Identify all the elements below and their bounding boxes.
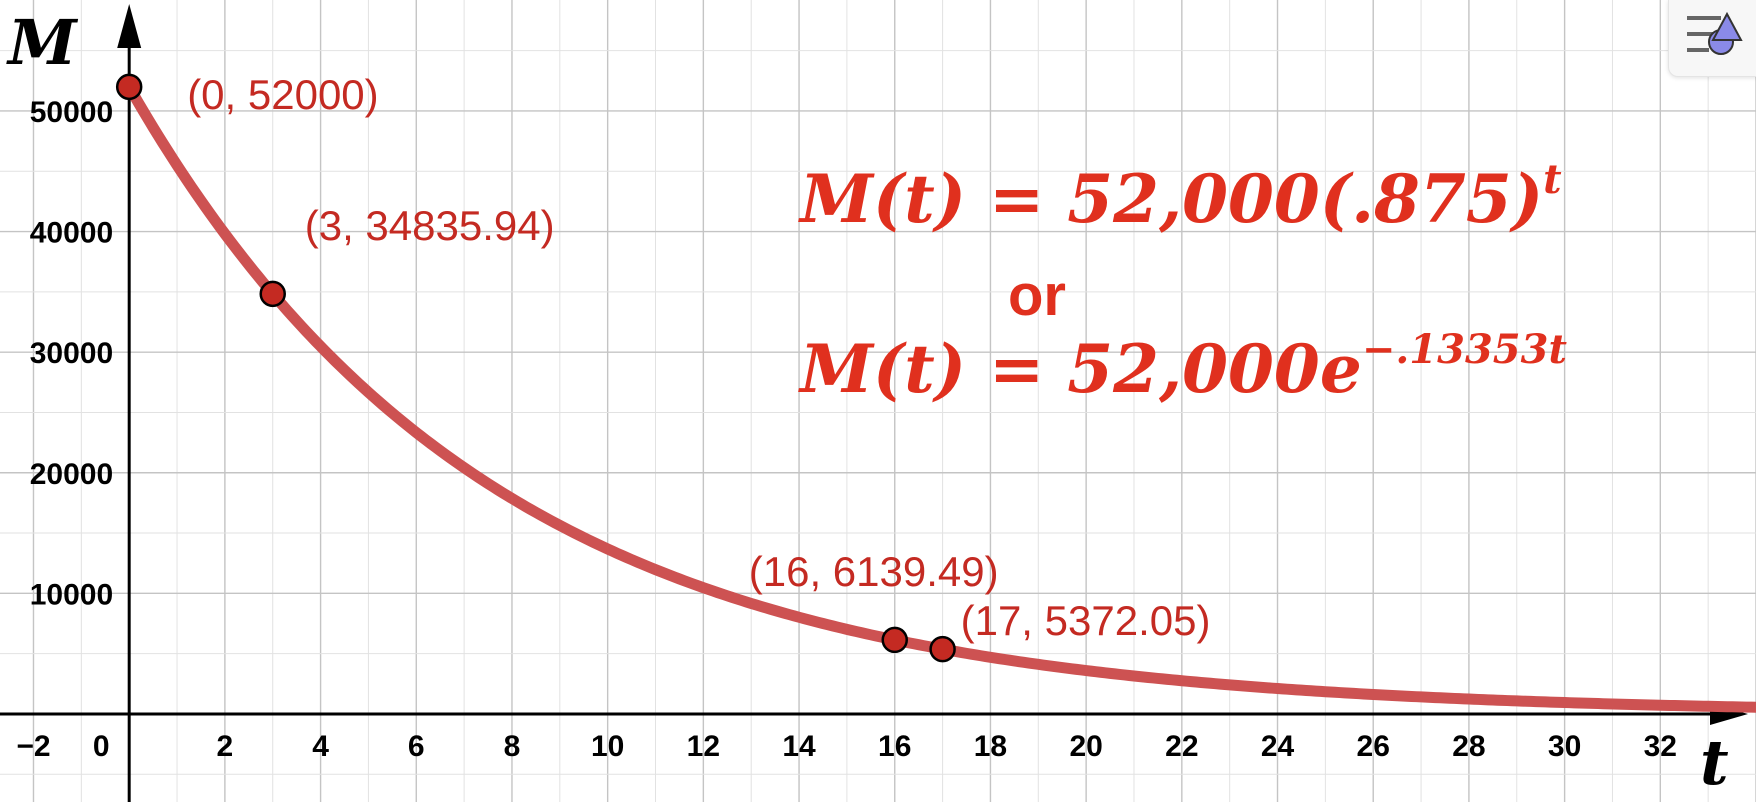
y-axis-arrow xyxy=(117,4,142,48)
data-point[interactable] xyxy=(115,73,143,101)
x-tick-label: −2 xyxy=(16,730,50,763)
x-tick-label: 24 xyxy=(1261,730,1295,763)
data-point[interactable] xyxy=(881,626,908,654)
style-bar-icon xyxy=(1687,11,1743,55)
x-tick-label: 12 xyxy=(687,730,720,763)
tick-labels: −2 0 2 4 6 8 10 12 14 16 18 20 22 24 26 28 30 32100002000… xyxy=(16,96,1677,763)
axes xyxy=(0,4,1748,802)
point-label: (0, 52000) xyxy=(187,71,378,118)
x-tick-label: 6 xyxy=(408,730,425,763)
x-tick-label: 26 xyxy=(1357,730,1390,763)
formula-connector: or xyxy=(1008,263,1066,328)
formula-1-exponent: t xyxy=(1543,156,1562,203)
x-tick-label: 32 xyxy=(1644,730,1677,763)
x-tick-label: 30 xyxy=(1548,730,1581,763)
data-point[interactable] xyxy=(259,280,286,308)
formula-continuous-form: M(t) = 52,000e−.13353t xyxy=(800,326,1567,408)
formula-2-text: M(t) = 52,000e xyxy=(800,330,1362,408)
x-tick-label: 0 xyxy=(93,730,110,763)
x-tick-label: 18 xyxy=(974,730,1007,763)
style-bar-toggle-button[interactable] xyxy=(1668,0,1756,77)
y-axis-label: M xyxy=(6,6,79,79)
x-tick-label: 4 xyxy=(312,730,329,763)
formula-2-exponent: −.13353t xyxy=(1361,326,1567,373)
formula-1-text: M(t) = 52,000(.875) xyxy=(800,160,1544,238)
x-tick-label: 10 xyxy=(591,730,624,763)
x-axis-label: t xyxy=(1700,726,1729,799)
point-label: (17, 5372.05) xyxy=(961,597,1211,644)
y-tick-label: 30000 xyxy=(30,337,113,370)
x-tick-label: 14 xyxy=(782,730,816,763)
x-tick-label: 8 xyxy=(504,730,521,763)
y-tick-label: 40000 xyxy=(30,217,113,250)
y-tick-label: 50000 xyxy=(30,96,113,129)
point-labels: (0, 52000) (3, 34835.94) (16, 6139.49)(17,… xyxy=(187,71,1210,644)
x-tick-label: 20 xyxy=(1069,730,1102,763)
data-points xyxy=(115,73,956,663)
data-point[interactable] xyxy=(929,635,956,663)
point-label: (16, 6139.49) xyxy=(749,548,999,595)
x-tick-label: 16 xyxy=(878,730,911,763)
y-tick-label: 10000 xyxy=(30,578,113,611)
y-tick-label: 20000 xyxy=(30,458,113,491)
x-tick-label: 22 xyxy=(1165,730,1198,763)
x-tick-label: 28 xyxy=(1452,730,1485,763)
formula-exponential-form: M(t) = 52,000(.875)t xyxy=(800,156,1562,238)
point-label: (3, 34835.94) xyxy=(305,202,555,249)
x-tick-label: 2 xyxy=(217,730,234,763)
